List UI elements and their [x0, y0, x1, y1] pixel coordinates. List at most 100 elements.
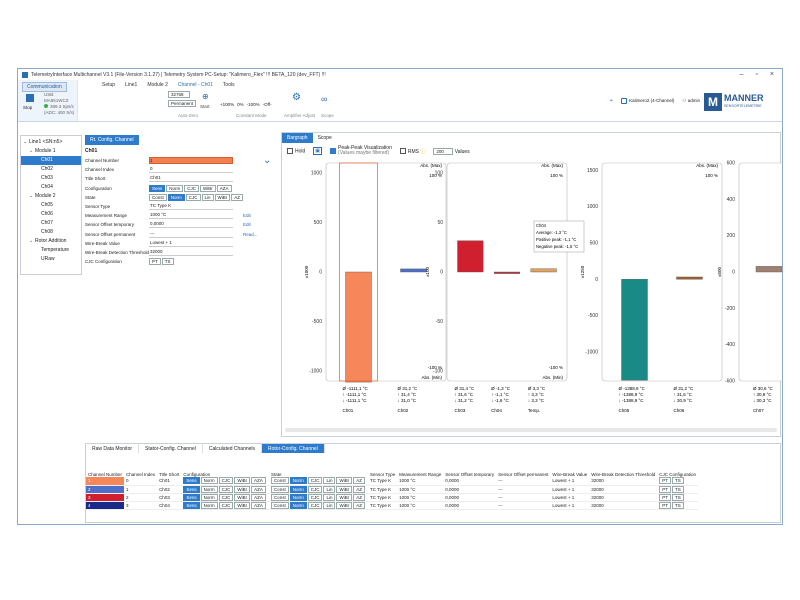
table-chip[interactable]: CJC: [307, 477, 323, 485]
maximize-icon[interactable]: ▫: [755, 71, 758, 78]
table-chip[interactable]: PT: [659, 501, 671, 509]
tree-item[interactable]: Ch05: [21, 201, 81, 210]
config-chip[interactable]: Const: [149, 193, 167, 201]
hold-checkbox[interactable]: [287, 147, 293, 154]
table-chip[interactable]: Lin: [323, 477, 336, 485]
link-icon[interactable]: ⚭: [609, 98, 614, 103]
table-chip[interactable]: TS: [672, 477, 684, 485]
table-chip[interactable]: Const: [270, 485, 289, 493]
table-chip[interactable]: WiBr: [336, 501, 353, 509]
ribbon-tab-0[interactable]: Setup: [102, 82, 116, 88]
table-row[interactable]: 4 3 Ch04 Sens Norm CJC WiBr AZA Const Norm CJC Lin W…: [86, 501, 699, 510]
expand-chevron-icon[interactable]: ⌄: [29, 193, 34, 199]
table-chip[interactable]: CJC: [307, 493, 323, 501]
user-name[interactable]: admin: [687, 98, 700, 103]
config-chip[interactable]: CJC: [185, 193, 201, 201]
bar-Ch02[interactable]: [400, 268, 427, 273]
tree-item[interactable]: Ch02: [21, 165, 81, 174]
autozero-value[interactable]: 32768: [168, 91, 190, 98]
config-edit-link[interactable]: Read...: [243, 231, 258, 237]
autozero-mode-select[interactable]: Permanent: [168, 100, 196, 107]
stop-icon[interactable]: [26, 94, 34, 102]
config-chip[interactable]: WiBr: [200, 184, 216, 192]
tree-item[interactable]: Ch06: [21, 210, 81, 219]
ribbon-tab-4[interactable]: Tools: [222, 82, 235, 88]
table-chip[interactable]: Norm: [200, 501, 218, 509]
config-chip[interactable]: PT: [149, 258, 161, 266]
bar-Ch05[interactable]: [621, 279, 648, 381]
table-chip[interactable]: PT: [659, 485, 671, 493]
table-chip[interactable]: TS: [672, 485, 684, 493]
autozero-target-icon[interactable]: ⊕: [202, 92, 209, 101]
table-chip[interactable]: Lin: [323, 501, 336, 509]
snapshot-icon[interactable]: ▣: [313, 147, 323, 155]
table-chip[interactable]: Norm: [200, 493, 218, 501]
config-chip[interactable]: AZ: [231, 193, 244, 201]
stop-button[interactable]: Stop: [23, 105, 33, 110]
table-chip[interactable]: Const: [270, 501, 289, 509]
table-chip[interactable]: AZA: [251, 485, 266, 493]
bar-Ch07[interactable]: [755, 266, 782, 273]
table-chip[interactable]: AZA: [251, 477, 266, 485]
table-chip[interactable]: WiBr: [234, 501, 251, 509]
table-chip[interactable]: Norm: [200, 485, 218, 493]
config-value-field[interactable]: Ch01: [149, 175, 233, 183]
table-chip[interactable]: CJC: [218, 493, 234, 501]
tree-item[interactable]: ⌄ Line1 <SN:n5>: [21, 138, 81, 147]
table-chip[interactable]: Const: [270, 493, 289, 501]
config-chip[interactable]: Norm: [166, 184, 184, 192]
table-chip[interactable]: PT: [659, 477, 671, 485]
table-chip[interactable]: Const: [270, 477, 289, 485]
bar-Ch01[interactable]: [345, 271, 372, 383]
bottom-tab-0[interactable]: Raw Data Monitor: [86, 444, 140, 453]
amplifier-adjust-icon[interactable]: ⚙: [292, 92, 301, 103]
close-icon[interactable]: ×: [769, 71, 774, 78]
table-chip[interactable]: Lin: [323, 485, 336, 493]
table-row[interactable]: 2 1 Ch02 Sens Norm CJC WiBr AZA Const Norm CJC Lin W…: [86, 485, 699, 494]
table-chip[interactable]: AZA: [251, 493, 266, 501]
table-chip[interactable]: WiBr: [234, 493, 251, 501]
config-value-field[interactable]: 0: [149, 166, 233, 174]
table-chip[interactable]: Sens: [183, 493, 200, 501]
table-chip[interactable]: WiBr: [336, 485, 353, 493]
tree-item[interactable]: Ch03: [21, 174, 81, 183]
table-chip[interactable]: Sens: [183, 501, 200, 509]
graph-tab-0[interactable]: Bargraph: [282, 133, 313, 143]
tab-rt-config-channel[interactable]: Rt. Config. Channel: [85, 135, 139, 145]
table-chip[interactable]: Norm: [289, 493, 307, 501]
tree-item[interactable]: Ch07: [21, 219, 81, 228]
table-row[interactable]: 1 0 Ch01 Sens Norm CJC WiBr AZA Const Norm CJC Lin W…: [86, 477, 699, 486]
config-value-field[interactable]: 32000: [149, 249, 233, 256]
table-chip[interactable]: CJC: [218, 477, 234, 485]
config-value-field[interactable]: 1000 °C: [149, 212, 233, 220]
ribbon-tab-1[interactable]: Line1: [125, 82, 138, 88]
table-row[interactable]: 3 2 Ch03 Sens Norm CJC WiBr AZA Const Norm CJC Lin W…: [86, 493, 699, 502]
config-chip[interactable]: CJC: [184, 184, 200, 192]
constant-mode-option-1[interactable]: 0%: [237, 102, 244, 107]
peak-peak-checkbox[interactable]: [330, 148, 337, 154]
rms-checkbox[interactable]: [399, 148, 406, 155]
device-connection[interactable]: Kalimero2 (4-Channel): [629, 98, 675, 104]
bottom-tab-2[interactable]: Calculated Channels: [203, 444, 263, 453]
tree-item[interactable]: URaw: [21, 255, 81, 264]
config-chip[interactable]: Lin: [201, 193, 214, 201]
table-chip[interactable]: CJC: [218, 485, 234, 493]
table-chip[interactable]: Norm: [200, 477, 218, 485]
table-chip[interactable]: WiBr: [336, 477, 353, 485]
tree-item[interactable]: ⌄ Module 1: [21, 147, 81, 156]
table-chip[interactable]: AZ: [353, 493, 365, 501]
config-value-field[interactable]: 1: [149, 157, 233, 165]
table-chip[interactable]: Norm: [289, 477, 307, 485]
graph-tab-1[interactable]: Scope: [317, 135, 332, 141]
bottom-tab-1[interactable]: Stator-Config. Channel: [139, 444, 203, 453]
config-chip[interactable]: TS: [161, 258, 174, 266]
ribbon-tab-2[interactable]: Module 2: [147, 82, 168, 88]
expand-chevron-icon[interactable]: ⌄: [23, 139, 28, 145]
scope-icon[interactable]: ∞: [321, 94, 328, 104]
scope-button[interactable]: Scope: [321, 113, 334, 118]
table-chip[interactable]: TS: [672, 501, 684, 509]
tree-item[interactable]: Temperature: [21, 246, 81, 255]
tree-item[interactable]: ⌄ Rotor Addition: [21, 237, 81, 246]
values-count-input[interactable]: 200: [433, 147, 454, 155]
ribbon-tab-3[interactable]: Channel - Ch01: [177, 82, 213, 88]
